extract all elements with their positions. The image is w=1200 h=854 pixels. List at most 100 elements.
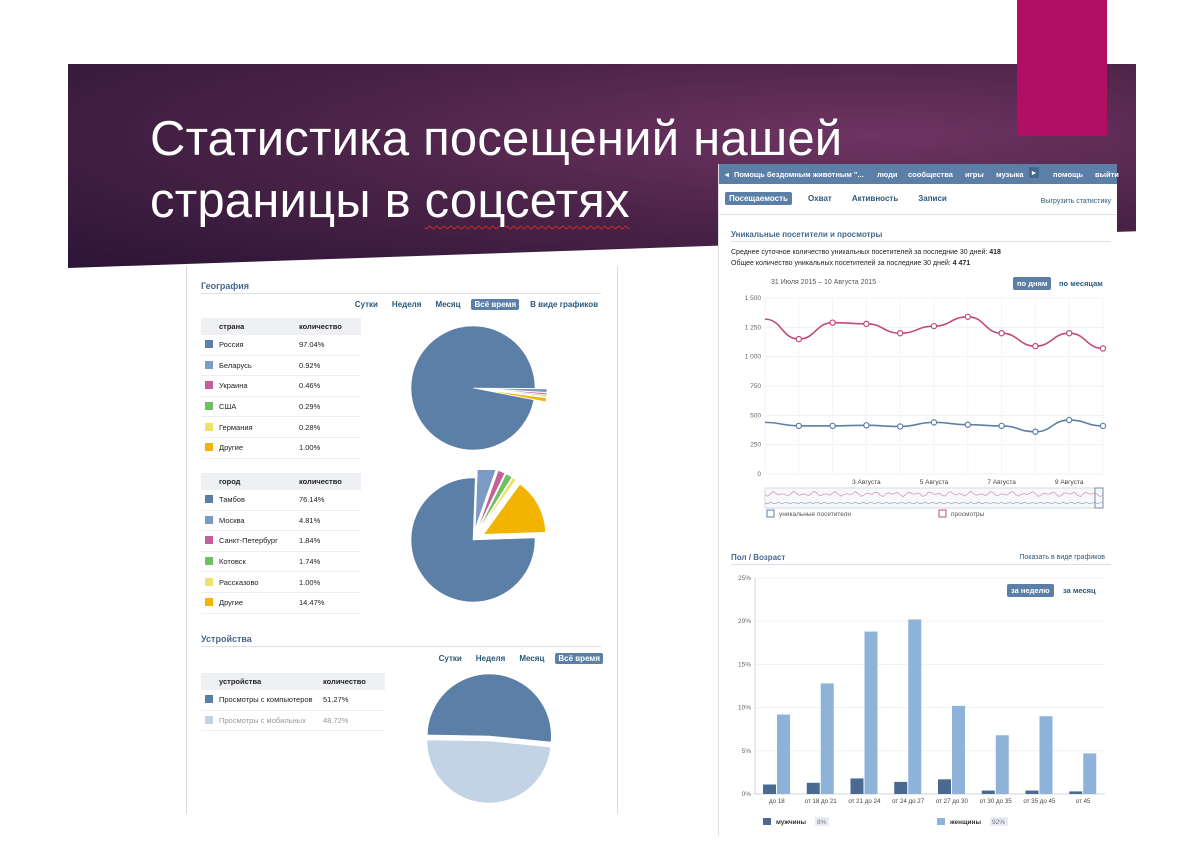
count-header: количество (323, 673, 385, 690)
tab-activity[interactable]: Активность (851, 194, 899, 203)
bar[interactable] (938, 779, 951, 794)
data-point[interactable] (896, 330, 904, 337)
pie-slice (484, 388, 548, 393)
range-navigator[interactable] (764, 487, 1104, 509)
country-name: Россия (219, 340, 244, 350)
gender-age-title: Пол / Возраст (731, 553, 786, 562)
data-point[interactable] (998, 330, 1005, 337)
data-point[interactable] (998, 422, 1005, 430)
country-name-cell: Беларусь (201, 355, 299, 377)
tab-posts[interactable]: Записи (918, 194, 947, 203)
nav-group-name[interactable]: Помощь бездомным животным "... (734, 170, 864, 179)
by-months-button[interactable]: по месяцам (1059, 279, 1103, 288)
data-point[interactable] (1032, 342, 1039, 350)
tab-all-time[interactable]: Всё время (555, 653, 603, 664)
geography-title: География (201, 281, 250, 291)
checkbox-views[interactable] (938, 509, 947, 518)
data-point[interactable] (1066, 416, 1073, 424)
bar[interactable] (850, 778, 864, 794)
color-swatch (205, 695, 213, 704)
bar[interactable] (1069, 791, 1083, 794)
table-row: Санкт-Петербург 1.84% (201, 530, 361, 552)
tab-all-time[interactable]: Всё время (471, 299, 520, 310)
divider (719, 214, 1117, 215)
tab-reach[interactable]: Охват (807, 194, 832, 203)
tab-month[interactable]: Месяц (519, 654, 545, 663)
tab-month[interactable]: Месяц (435, 300, 461, 309)
data-point[interactable] (829, 319, 836, 326)
country-value: 97.04% (299, 335, 361, 356)
navigator-handle[interactable] (1094, 487, 1104, 509)
tab-day[interactable]: Сутки (354, 300, 378, 309)
export-stats-link[interactable]: Выгрузить статистику (1040, 198, 1111, 205)
data-point[interactable] (964, 313, 971, 320)
devices-table: устройства количество Просмотры с компью… (201, 673, 385, 732)
nav-music[interactable]: музыка (996, 170, 1024, 179)
back-arrow-icon[interactable]: ◂ (725, 170, 729, 179)
y-tick-label: 1 500 (745, 295, 762, 302)
week-button[interactable]: за неделю (1007, 584, 1054, 597)
nav-communities[interactable]: сообщества (908, 170, 953, 179)
country-header: страна (201, 318, 299, 335)
color-swatch (205, 515, 213, 524)
month-button[interactable]: за месяц (1063, 586, 1096, 595)
city-name-cell: Москва (201, 510, 299, 532)
forward-arrow-icon[interactable]: ▸ (1029, 167, 1039, 178)
country-name: Другие (219, 443, 244, 453)
bar[interactable] (806, 782, 820, 794)
color-swatch (205, 715, 213, 724)
country-value: 0.29% (299, 396, 361, 418)
data-point[interactable] (930, 419, 938, 426)
bar[interactable] (820, 683, 834, 794)
data-point[interactable] (964, 421, 971, 428)
nav-games[interactable]: игры (965, 170, 984, 179)
color-swatch (205, 340, 213, 349)
tab-day[interactable]: Сутки (438, 654, 462, 663)
country-name-cell: Украина (201, 375, 299, 397)
nav-people[interactable]: люди (877, 170, 898, 179)
bar[interactable] (777, 714, 790, 794)
tab-week[interactable]: Неделя (475, 654, 506, 663)
period-label: 31 Июля 2015 – 10 Августа 2015 (771, 279, 877, 286)
percent-badge (815, 817, 829, 826)
bar[interactable] (1083, 753, 1097, 794)
geography-screenshot: География Сутки Неделя Месяц Всё время В вид… (186, 266, 618, 814)
bar[interactable] (1025, 790, 1039, 794)
data-point[interactable] (795, 335, 803, 343)
bar[interactable] (894, 781, 908, 794)
x-tick-label: от 21 до 24 (848, 798, 881, 805)
bar[interactable] (995, 735, 1009, 794)
by-days-button[interactable]: по дням (1013, 277, 1052, 290)
bar[interactable] (952, 705, 965, 794)
checkbox-unique-visitors[interactable] (766, 509, 775, 518)
device-name-cell: Просмотры с мобильных (201, 710, 323, 732)
city-value: 4.81% (299, 510, 361, 532)
data-point[interactable] (863, 320, 870, 328)
city-pie-chart (410, 470, 546, 603)
bar[interactable] (763, 784, 776, 794)
bar[interactable] (981, 790, 995, 794)
data-point[interactable] (863, 422, 870, 429)
navigator-visitors-line (764, 501, 1104, 505)
data-point[interactable] (1066, 330, 1073, 337)
data-point[interactable] (1032, 428, 1039, 435)
data-point[interactable] (829, 422, 836, 430)
tab-week[interactable]: Неделя (391, 300, 422, 309)
nav-logout[interactable]: выйти (1095, 170, 1119, 179)
tab-as-graphs[interactable]: В виде графиков (530, 300, 598, 309)
bar[interactable] (908, 619, 922, 794)
legend-swatch (937, 818, 945, 825)
bar[interactable] (1039, 716, 1053, 794)
data-point[interactable] (1099, 345, 1107, 352)
table-row: Германия 0.28% (201, 416, 361, 438)
tab-attendance[interactable]: Посещаемость (725, 192, 792, 205)
data-point[interactable] (795, 422, 803, 430)
data-point[interactable] (1099, 422, 1107, 430)
data-point[interactable] (930, 322, 938, 330)
nav-help[interactable]: помощь (1053, 170, 1083, 179)
color-swatch (205, 422, 213, 431)
bar[interactable] (864, 631, 878, 794)
show-graphs-link[interactable]: Показать в виде графиков (1019, 554, 1105, 561)
data-point[interactable] (896, 423, 904, 430)
y-tick-label: 15% (738, 661, 751, 668)
